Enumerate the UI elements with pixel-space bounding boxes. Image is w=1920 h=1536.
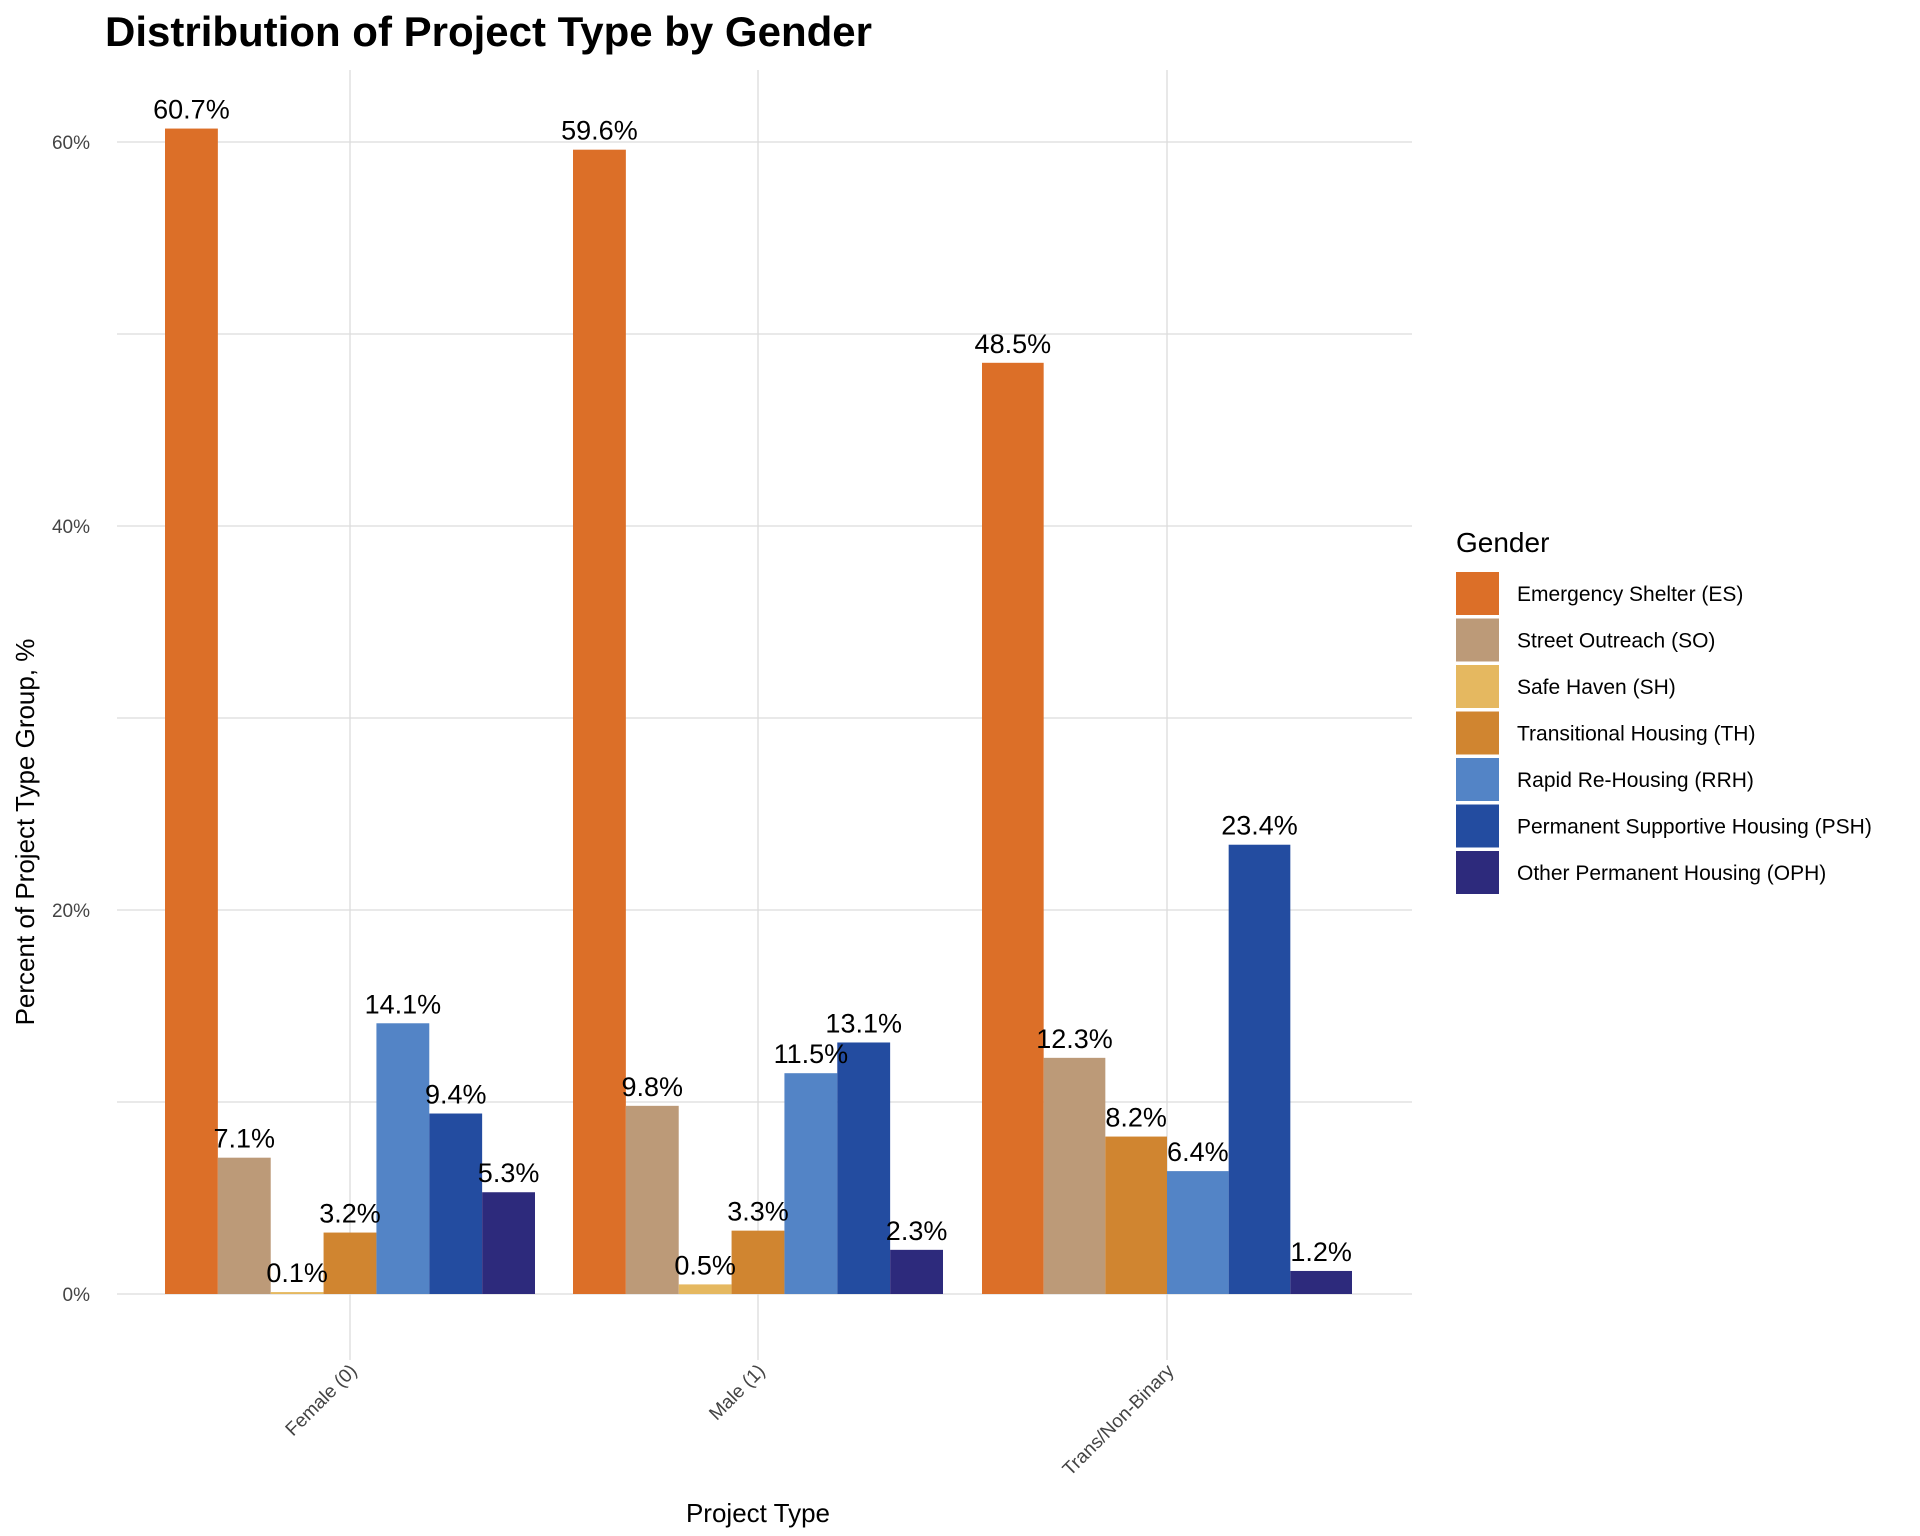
data-label: 1.2%: [1290, 1237, 1352, 1267]
bar: [625, 1105, 679, 1294]
x-tick-labels: Female (0) Male (1) Trans/Non-Binary: [282, 1360, 1179, 1480]
bars: [165, 128, 1352, 1295]
legend-label: Safe Haven (SH): [1517, 676, 1676, 699]
bar: [1043, 1057, 1106, 1294]
bar: [1167, 1171, 1229, 1294]
bar: [890, 1249, 943, 1294]
data-label: 6.4%: [1167, 1137, 1229, 1167]
x-axis-title: Project Type: [686, 1498, 830, 1528]
bar: [1228, 844, 1291, 1294]
x-tick-label: Male (1): [705, 1361, 769, 1425]
bar: [165, 128, 218, 1294]
data-label: 3.3%: [727, 1197, 789, 1227]
y-tick-label: 40%: [52, 517, 90, 538]
data-label: 60.7%: [153, 95, 230, 125]
legend-label: Transitional Housing (TH): [1517, 723, 1755, 746]
data-label: 14.1%: [365, 989, 442, 1019]
data-label: 0.1%: [266, 1258, 328, 1288]
legend-label: Other Permanent Housing (OPH): [1517, 862, 1826, 885]
legend-title: Gender: [1456, 527, 1549, 558]
legend-swatch: [1456, 572, 1499, 615]
data-label: 2.3%: [886, 1216, 948, 1246]
data-label: 3.2%: [319, 1199, 381, 1229]
data-label: 7.1%: [214, 1124, 276, 1154]
data-label: 59.6%: [561, 116, 638, 146]
legend-swatch: [1456, 851, 1499, 894]
bar: [573, 149, 626, 1295]
bar: [376, 1023, 430, 1294]
legend-label: Permanent Supportive Housing (PSH): [1517, 816, 1872, 839]
bar: [482, 1192, 535, 1294]
legend-swatch: [1456, 758, 1499, 801]
legend-label: Emergency Shelter (ES): [1517, 583, 1743, 606]
data-label: 0.5%: [674, 1250, 736, 1280]
x-tick-label: Female (0): [282, 1361, 362, 1441]
bar: [837, 1042, 891, 1294]
bar: [784, 1073, 838, 1294]
legend: Gender Emergency Shelter (ES) Street Outr…: [1456, 527, 1872, 894]
legend-swatch: [1456, 804, 1499, 848]
legend-swatch: [1456, 665, 1499, 708]
x-tick-label: Trans/Non-Binary: [1059, 1360, 1179, 1480]
y-tick-label: 60%: [52, 133, 90, 154]
bar: [1290, 1270, 1352, 1294]
bar: [678, 1284, 732, 1294]
bar: [429, 1113, 483, 1294]
data-label: 9.8%: [622, 1072, 684, 1102]
bar: [982, 362, 1044, 1294]
data-label: 9.4%: [425, 1080, 487, 1110]
bar: [323, 1232, 377, 1294]
data-label: 13.1%: [825, 1008, 902, 1038]
bar: [270, 1292, 324, 1294]
bar: [731, 1230, 785, 1294]
y-tick-labels: 0% 20% 40% 60%: [52, 133, 90, 1306]
legend-swatch: [1456, 618, 1499, 662]
y-axis-title: Percent of Project Type Group, %: [10, 639, 40, 1026]
data-label: 5.3%: [478, 1158, 540, 1188]
legend-label: Rapid Re-Housing (RRH): [1517, 769, 1754, 792]
data-label: 8.2%: [1105, 1103, 1167, 1133]
data-label: 12.3%: [1036, 1024, 1113, 1054]
bar: [1105, 1136, 1167, 1294]
legend-label: Street Outreach (SO): [1517, 630, 1715, 653]
bar: [217, 1157, 271, 1294]
data-label: 23.4%: [1221, 811, 1298, 841]
data-label: 11.5%: [774, 1039, 849, 1069]
legend-swatch: [1456, 711, 1499, 755]
y-tick-label: 20%: [52, 901, 90, 922]
data-labels: 60.7% 7.1% 0.1% 3.2% 14.1% 9.4% 5.3% 59.6% 9.8% 0…: [153, 95, 1352, 1289]
data-label: 48.5%: [975, 329, 1052, 359]
y-tick-label: 0%: [63, 1285, 91, 1306]
chart-title: Distribution of Project Type by Gender: [105, 8, 872, 55]
